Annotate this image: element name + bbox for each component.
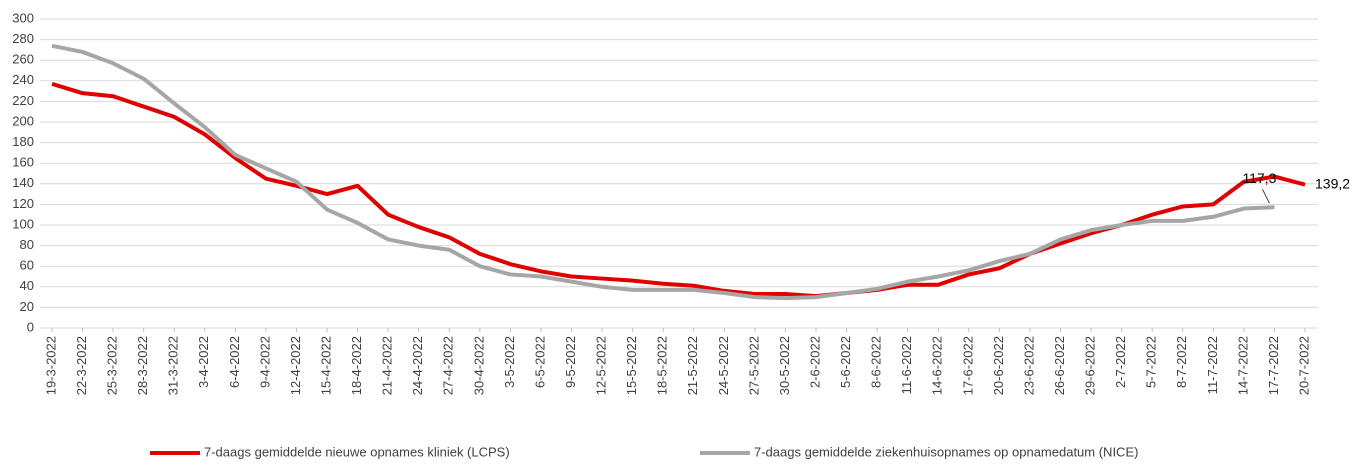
x-tick-label: 24-5-2022	[716, 336, 731, 395]
y-tick-label: 300	[12, 10, 34, 25]
y-tick-label: 260	[12, 52, 34, 67]
x-tick-label: 24-4-2022	[410, 336, 425, 395]
x-tick-label: 22-3-2022	[74, 336, 89, 395]
x-tick-label: 14-6-2022	[930, 336, 945, 395]
x-tick-label: 26-6-2022	[1052, 336, 1067, 395]
y-tick-label: 280	[12, 31, 34, 46]
y-tick-label: 80	[20, 237, 34, 252]
x-tick-label: 21-4-2022	[380, 336, 395, 395]
x-tick-label: 28-3-2022	[135, 336, 150, 395]
y-tick-label: 40	[20, 278, 34, 293]
x-tick-label: 27-4-2022	[441, 336, 456, 395]
x-tick-label: 5-6-2022	[838, 336, 853, 388]
x-tick-label: 3-5-2022	[502, 336, 517, 388]
x-tick-label: 6-5-2022	[532, 336, 547, 388]
y-tick-label: 200	[12, 113, 34, 128]
x-tick-label: 5-7-2022	[1144, 336, 1159, 388]
y-tick-label: 100	[12, 216, 34, 231]
x-tick-label: 6-4-2022	[227, 336, 242, 388]
y-tick-label: 20	[20, 299, 34, 314]
value-label: 139,2	[1315, 175, 1350, 191]
x-tick-label: 12-4-2022	[288, 336, 303, 395]
y-tick-label: 60	[20, 258, 34, 273]
y-tick-label: 0	[27, 319, 34, 334]
x-tick-label: 9-5-2022	[563, 336, 578, 388]
y-tick-label: 120	[12, 196, 34, 211]
x-tick-label: 20-7-2022	[1296, 336, 1311, 395]
x-tick-label: 23-6-2022	[1021, 336, 1036, 395]
x-tick-label: 2-7-2022	[1113, 336, 1128, 388]
x-tick-label: 31-3-2022	[166, 336, 181, 395]
x-tick-label: 17-7-2022	[1266, 336, 1281, 395]
x-tick-label: 27-5-2022	[746, 336, 761, 395]
series-line	[51, 81, 1306, 299]
x-tick-label: 17-6-2022	[960, 336, 975, 395]
legend-label: 7-daags gemiddelde nieuwe opnames klinie…	[204, 444, 510, 459]
y-tick-label: 140	[12, 175, 34, 190]
x-tick-label: 30-5-2022	[777, 336, 792, 395]
x-tick-label: 12-5-2022	[594, 336, 609, 395]
x-tick-label: 14-7-2022	[1235, 336, 1250, 395]
x-tick-label: 2-6-2022	[807, 336, 822, 388]
x-tick-label: 15-5-2022	[624, 336, 639, 395]
x-tick-label: 11-6-2022	[899, 336, 914, 394]
series-line	[51, 43, 1275, 301]
label-leader	[1261, 188, 1270, 204]
value-label: 117,3	[1242, 170, 1276, 186]
legend-label: 7-daags gemiddelde ziekenhuisopnames op …	[754, 444, 1138, 459]
x-tick-label: 21-5-2022	[685, 336, 700, 395]
x-tick-label: 3-4-2022	[196, 336, 211, 388]
x-tick-label: 29-6-2022	[1083, 336, 1098, 395]
y-tick-label: 220	[12, 93, 34, 108]
x-tick-label: 19-3-2022	[43, 336, 58, 395]
x-tick-label: 8-7-2022	[1174, 336, 1189, 388]
x-tick-label: 20-6-2022	[991, 336, 1006, 395]
x-tick-label: 9-4-2022	[257, 336, 272, 388]
y-tick-label: 180	[12, 134, 34, 149]
y-tick-label: 160	[12, 155, 34, 170]
x-tick-label: 25-3-2022	[105, 336, 120, 395]
x-tick-label: 15-4-2022	[318, 336, 333, 395]
y-tick-label: 240	[12, 72, 34, 87]
x-tick-label: 30-4-2022	[471, 336, 486, 395]
x-tick-label: 18-5-2022	[655, 336, 670, 395]
x-tick-label: 11-7-2022	[1205, 336, 1220, 394]
x-tick-label: 18-4-2022	[349, 336, 364, 395]
x-tick-label: 8-6-2022	[869, 336, 884, 388]
